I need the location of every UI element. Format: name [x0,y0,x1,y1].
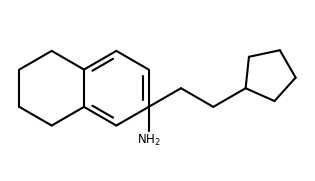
Text: NH$_2$: NH$_2$ [137,133,161,148]
